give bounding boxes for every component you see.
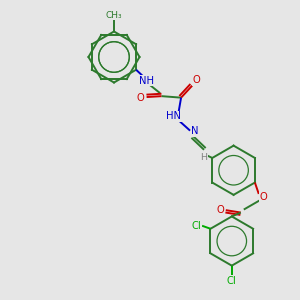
Text: H: H (200, 152, 207, 161)
Text: Cl: Cl (227, 276, 237, 286)
Text: O: O (259, 192, 267, 202)
Text: N: N (191, 126, 199, 136)
Text: Cl: Cl (192, 221, 202, 231)
Text: O: O (217, 205, 225, 214)
Text: O: O (192, 75, 200, 85)
Text: O: O (137, 93, 145, 103)
Text: NH: NH (139, 76, 154, 85)
Text: HN: HN (166, 111, 181, 121)
Text: CH₃: CH₃ (106, 11, 122, 20)
